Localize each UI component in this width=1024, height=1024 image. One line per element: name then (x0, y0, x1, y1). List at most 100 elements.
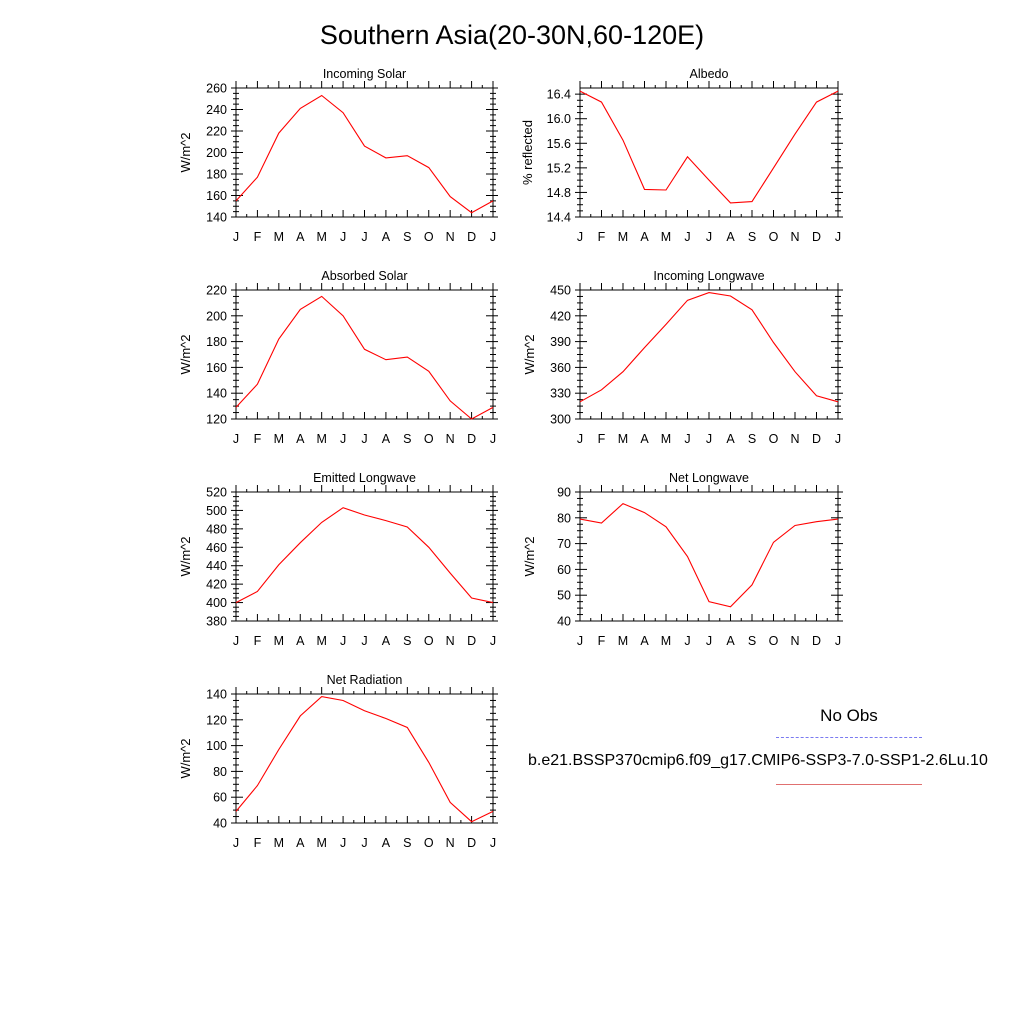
x-tick-label: A (296, 836, 305, 850)
y-tick-label: 16.4 (547, 88, 571, 102)
x-tick-label: F (598, 634, 606, 648)
x-tick-label: J (361, 634, 367, 648)
y-tick-label: 16.0 (547, 112, 571, 126)
y-tick-label: 120 (206, 713, 227, 727)
x-tick-label: M (316, 432, 326, 446)
x-tick-label: D (467, 836, 476, 850)
y-tick-label: 420 (550, 309, 571, 323)
y-tick-label: 80 (557, 511, 571, 525)
x-tick-label: F (254, 836, 262, 850)
x-tick-label: S (403, 634, 411, 648)
chart-title: Incoming Solar (323, 67, 406, 81)
series-line-1 (235, 696, 494, 823)
x-tick-label: M (274, 836, 284, 850)
y-tick-label: 200 (206, 309, 227, 323)
x-tick-label: A (726, 432, 735, 446)
x-tick-label: A (640, 432, 649, 446)
x-tick-label: J (706, 634, 712, 648)
x-tick-label: J (233, 634, 239, 648)
x-tick-label: J (233, 432, 239, 446)
x-tick-label: J (490, 836, 496, 850)
x-tick-label: A (640, 230, 649, 244)
x-tick-label: A (640, 634, 649, 648)
x-tick-label: D (812, 634, 821, 648)
y-tick-label: 15.6 (547, 137, 571, 151)
x-tick-label: J (233, 836, 239, 850)
plot-frame (579, 289, 839, 420)
x-tick-label: S (748, 432, 756, 446)
plot-frame (235, 87, 494, 218)
y-tick-label: 100 (206, 739, 227, 753)
x-tick-label: M (274, 432, 284, 446)
x-tick-label: J (340, 836, 346, 850)
x-tick-label: F (254, 634, 262, 648)
y-axis-label: W/m^2 (522, 334, 537, 374)
series-line-1 (579, 292, 839, 403)
x-tick-label: A (382, 634, 391, 648)
x-tick-label: M (661, 230, 671, 244)
legend-obs-line (776, 737, 922, 738)
x-tick-label: S (748, 634, 756, 648)
y-tick-label: 330 (550, 387, 571, 401)
y-tick-label: 390 (550, 335, 571, 349)
x-tick-label: A (382, 432, 391, 446)
x-tick-label: J (835, 432, 841, 446)
x-tick-label: S (403, 230, 411, 244)
y-tick-label: 90 (557, 486, 571, 500)
y-tick-label: 80 (213, 765, 227, 779)
y-tick-label: 400 (206, 596, 227, 610)
x-tick-label: J (577, 230, 583, 244)
y-tick-label: 140 (206, 211, 227, 225)
x-tick-label: J (684, 634, 690, 648)
x-tick-label: N (446, 230, 455, 244)
x-tick-label: N (790, 432, 799, 446)
x-tick-label: J (835, 634, 841, 648)
y-tick-label: 120 (206, 413, 227, 427)
x-tick-label: S (403, 432, 411, 446)
y-axis-label: W/m^2 (522, 536, 537, 576)
x-tick-label: M (618, 230, 628, 244)
y-tick-label: 500 (206, 504, 227, 518)
chart-title: Albedo (690, 67, 729, 81)
x-tick-label: N (790, 230, 799, 244)
x-tick-label: M (618, 634, 628, 648)
x-tick-label: D (467, 634, 476, 648)
y-tick-label: 360 (550, 361, 571, 375)
x-tick-label: O (424, 836, 434, 850)
x-tick-label: J (490, 634, 496, 648)
series-line-1 (579, 502, 839, 608)
x-tick-label: D (812, 432, 821, 446)
series-line-1 (579, 90, 839, 204)
x-tick-label: F (254, 432, 262, 446)
y-tick-label: 440 (206, 559, 227, 573)
x-tick-label: J (490, 230, 496, 244)
page-title: Southern Asia(20-30N,60-120E) (319, 20, 705, 50)
x-tick-label: D (812, 230, 821, 244)
plot-frame (579, 87, 839, 218)
y-tick-label: 420 (206, 578, 227, 592)
x-tick-label: N (446, 432, 455, 446)
x-tick-label: A (726, 634, 735, 648)
x-tick-label: D (467, 230, 476, 244)
x-tick-label: F (598, 230, 606, 244)
y-tick-label: 480 (206, 522, 227, 536)
x-tick-label: A (296, 432, 305, 446)
chart-title: Net Longwave (669, 471, 749, 485)
x-tick-label: O (424, 432, 434, 446)
x-tick-label: J (577, 634, 583, 648)
chart-title: Net Radiation (327, 673, 403, 687)
x-tick-label: M (274, 634, 284, 648)
x-tick-label: F (598, 432, 606, 446)
x-tick-label: O (769, 634, 779, 648)
plot-frame (235, 289, 494, 420)
y-tick-label: 60 (557, 563, 571, 577)
y-axis-label: W/m^2 (178, 132, 193, 172)
x-tick-label: A (296, 634, 305, 648)
x-tick-label: A (382, 836, 391, 850)
y-tick-label: 40 (213, 817, 227, 831)
series-line-1 (235, 507, 494, 604)
